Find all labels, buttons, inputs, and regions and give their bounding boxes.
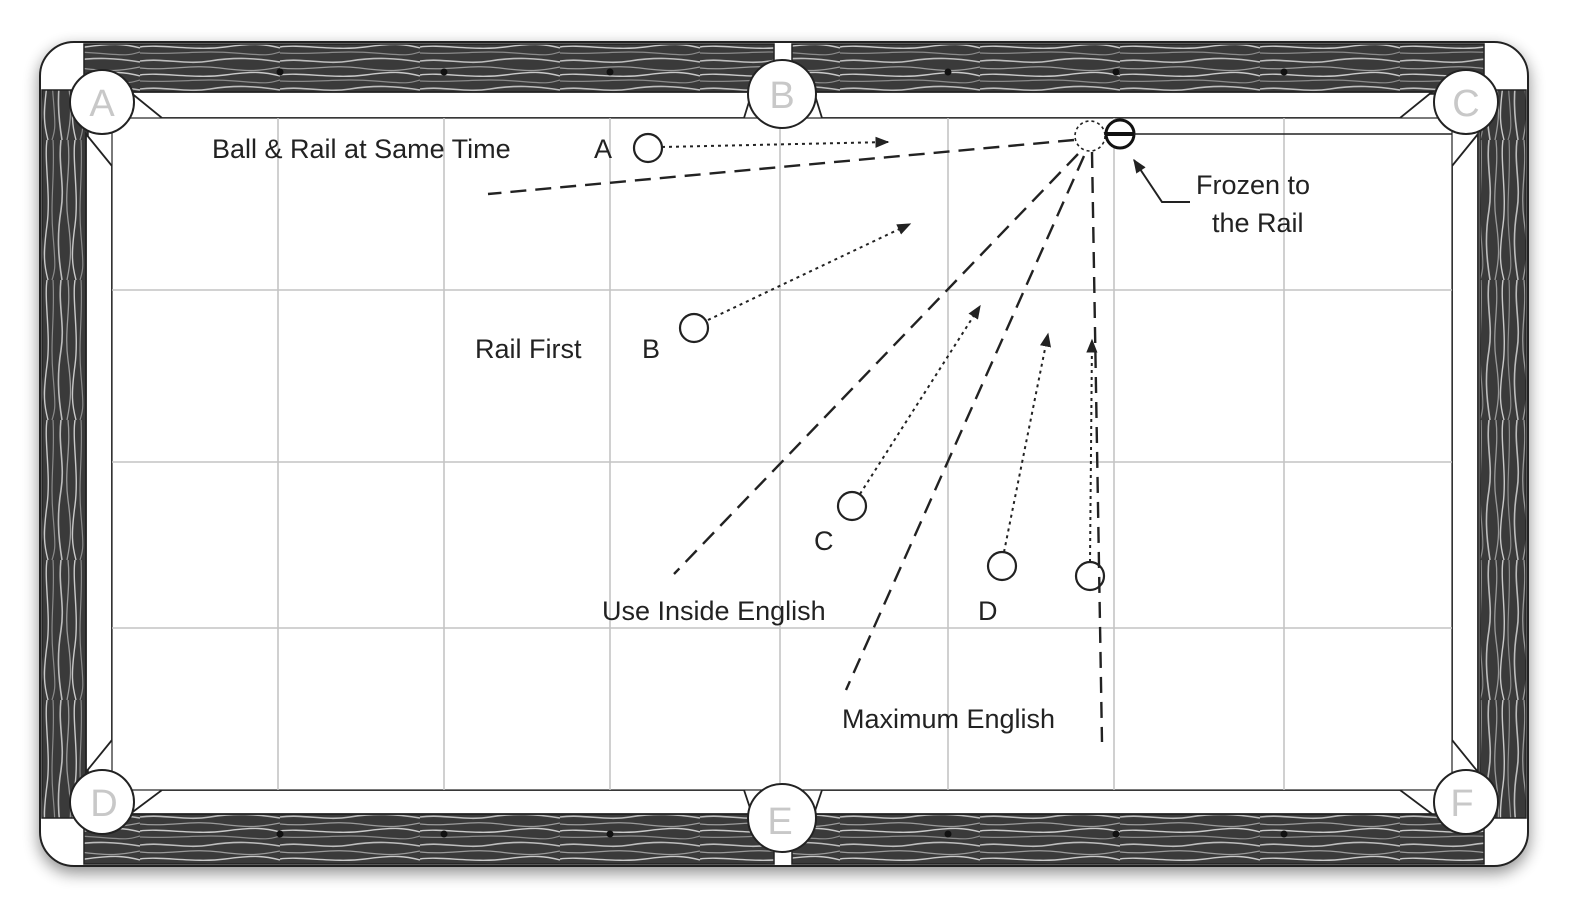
cue-path-a [661,136,890,148]
pocket-label-c: C [1452,83,1479,125]
label-maximum-english: Maximum English [842,704,1055,734]
cue-ball-c [836,490,868,522]
cue-path-d [1003,332,1051,553]
table-grid [112,118,1452,790]
pocket-label-f: F [1450,783,1473,825]
pocket-c [1433,69,1499,135]
cue-ball-b [678,312,710,344]
diagram-labels: Ball & Rail at Same Time A Rail First B … [212,134,1310,734]
cue-path-c [859,304,981,495]
label-position-c: C [814,526,834,556]
label-use-inside-english: Use Inside English [602,596,826,626]
right-rail [1479,89,1527,819]
label-position-d: D [978,596,998,626]
pocket-f [1433,769,1499,835]
frozen-leader-line [1133,158,1190,203]
bottom-rail-left [83,813,775,865]
deflection-line-inside [673,153,1079,575]
label-frozen-line1: Frozen to [1196,170,1310,200]
deflection-line-max-1 [844,155,1086,691]
playing-surface [111,117,1453,791]
label-position-b: B [642,334,660,364]
label-rail-first: Rail First [475,334,582,364]
pocket-label-e: E [767,801,792,843]
bottom-rail-right [791,813,1485,865]
deflection-paths [487,138,1104,743]
label-ball-rail-same-time: Ball & Rail at Same Time [212,134,511,164]
rail-diamonds [276,68,1288,838]
cue-path-b [707,223,912,321]
pocket-b [747,59,817,129]
pocket-label-b: B [769,75,794,117]
cue-ball-a [632,132,664,164]
object-ball-frozen [1104,118,1136,150]
pocket-d [69,769,135,835]
top-rail-right [791,43,1485,95]
deflection-line-a [487,138,1075,196]
pocket-label-d: D [90,783,117,825]
cue-path-e [1086,338,1098,563]
top-rail-left [83,43,775,95]
label-frozen-line2: the Rail [1212,208,1304,238]
label-position-a: A [594,134,612,164]
pocket-a [69,69,135,135]
left-rail [41,89,89,819]
pocket-label-a: A [89,83,115,125]
pocket-labels: A B C D E F [89,75,1479,843]
pocket-e [747,783,817,853]
pockets [69,59,1499,853]
cue-ball-d [986,550,1018,582]
cushions [85,91,1479,815]
cue-paths [661,136,1098,563]
